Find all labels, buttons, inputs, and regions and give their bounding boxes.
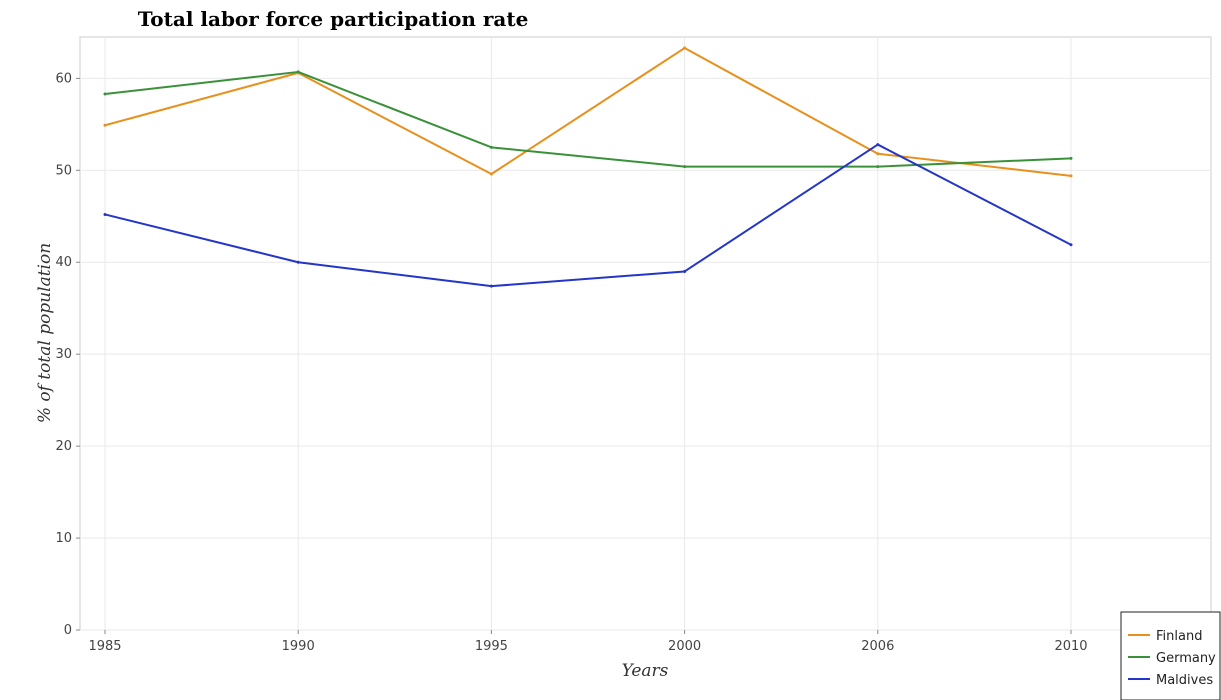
series-line-maldives [104,143,1072,288]
data-point-germany [876,165,880,169]
data-point-maldives [103,212,107,216]
legend-label-maldives: Maldives [1156,673,1213,688]
y-axis-ticks: 0 10 20 30 40 50 60 [55,71,80,638]
data-point-maldives [489,284,493,288]
data-point-maldives [1069,243,1073,247]
data-point-finland [876,152,880,156]
y-tick-label: 20 [55,439,72,454]
legend-label-germany: Germany [1156,651,1216,666]
gridlines [80,37,1211,631]
x-tick-label: 2000 [668,639,701,654]
data-point-germany [103,92,107,96]
data-point-finland [489,172,493,176]
data-point-maldives [876,143,880,147]
data-point-maldives [683,269,687,273]
legend-label-finland: Finland [1156,629,1202,644]
chart-title: Total labor force participation rate [138,7,529,31]
data-point-finland [1069,174,1073,178]
data-point-germany [1069,156,1073,160]
y-tick-label: 30 [55,347,72,362]
legend: Finland Germany Maldives [1120,611,1221,700]
data-point-finland [103,123,107,127]
data-point-finland [683,46,687,50]
y-tick-label: 10 [55,531,72,546]
x-axis-ticks: 1985 1990 1995 2000 2006 2010 [88,630,1088,654]
x-tick-label: 1995 [475,639,508,654]
data-point-germany [296,70,300,74]
x-tick-label: 1990 [282,639,315,654]
plot-frame [79,36,1212,631]
data-point-germany [683,165,687,169]
x-tick-label: 1985 [88,639,121,654]
y-tick-label: 40 [55,255,72,270]
x-tick-label: 2006 [861,639,894,654]
y-axis-title: % of total population [35,243,55,423]
y-tick-label: 0 [64,623,72,638]
x-axis-title: Years [622,661,669,681]
plot-area: 1985 1990 1995 2000 2006 2010 0 10 20 30 40 50 60 [55,36,1212,654]
x-tick-label: 2010 [1054,639,1087,654]
series-line-finland [104,47,1072,177]
y-tick-label: 50 [55,163,72,178]
series-group [103,46,1073,288]
data-point-maldives [296,260,300,264]
series-line-germany [104,70,1072,168]
data-point-germany [489,145,493,149]
y-tick-label: 60 [55,71,72,86]
